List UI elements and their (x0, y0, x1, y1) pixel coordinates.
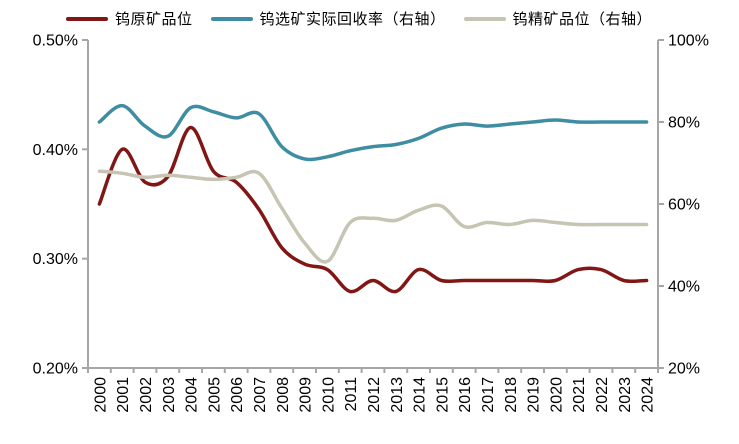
x-axis-tick-label: 2008 (275, 377, 292, 413)
legend-label-raw-ore: 钨原矿品位 (115, 11, 193, 28)
series-line-1 (97, 103, 649, 162)
x-axis-tick-label: 2023 (617, 377, 634, 413)
x-axis-tick-label: 2021 (571, 377, 588, 413)
x-axis-tick-label: 2017 (480, 377, 497, 413)
x-axis-tick-label: 2012 (366, 377, 383, 413)
legend-line-swatch-concentrate (463, 16, 506, 21)
y-axis-right-tick-label: 40% (668, 279, 700, 296)
x-axis-tick-label: 2018 (503, 377, 520, 413)
series-line-0 (97, 125, 649, 294)
x-axis-tick-label: 2015 (434, 377, 451, 413)
series-line-2 (97, 169, 649, 264)
x-axis-tick-label: 2011 (343, 377, 360, 412)
y-axis-right-tick-label: 60% (668, 197, 700, 214)
legend-label-concentrate: 钨精矿品位（右轴） (512, 11, 653, 28)
y-axis-right-tick-label: 20% (668, 361, 700, 378)
y-axis-left-tick-label: 0.40% (33, 142, 78, 159)
x-axis-tick-label: 2024 (640, 377, 657, 413)
x-axis-tick-label: 2014 (412, 377, 429, 413)
x-axis-tick-label: 2009 (298, 377, 315, 413)
legend-item-concentrate-grade: 钨精矿品位（右轴） (463, 8, 653, 29)
legend-item-raw-ore-grade: 钨原矿品位 (66, 8, 193, 29)
chart-legend: 钨原矿品位 钨选矿实际回收率（右轴） 钨精矿品位（右轴） (66, 8, 652, 29)
legend-line-swatch-recovery (210, 16, 253, 21)
x-axis-tick-label: 2002 (138, 377, 155, 413)
x-axis-tick-label: 2003 (161, 377, 178, 413)
x-axis-tick-label: 2013 (389, 377, 406, 413)
x-axis-tick-label: 2006 (229, 377, 246, 413)
x-axis-tick-label: 2007 (252, 377, 269, 413)
y-axis-right-tick-label: 80% (668, 115, 700, 132)
x-axis-tick-label: 2004 (184, 377, 201, 413)
y-axis-left-tick-label: 0.30% (33, 251, 78, 268)
x-axis-tick-label: 2010 (320, 377, 337, 413)
legend-line-swatch-raw-ore (66, 16, 108, 21)
y-axis-right-tick-label: 100% (668, 33, 709, 50)
y-axis-left-tick-label: 0.20% (33, 361, 78, 378)
x-axis-tick-label: 2016 (457, 377, 474, 413)
x-axis-tick-label: 2019 (526, 377, 543, 413)
x-axis-tick-label: 2020 (548, 377, 565, 413)
x-axis-tick-label: 2005 (206, 377, 223, 413)
y-axis-left-tick-label: 0.50% (33, 33, 78, 50)
legend-item-recovery-rate: 钨选矿实际回收率（右轴） (210, 8, 446, 29)
x-axis-tick-label: 2001 (115, 377, 132, 413)
x-axis-tick-label: 2022 (594, 377, 611, 413)
legend-label-recovery: 钨选矿实际回收率（右轴） (259, 11, 446, 28)
x-axis-tick-label: 2000 (92, 377, 109, 413)
